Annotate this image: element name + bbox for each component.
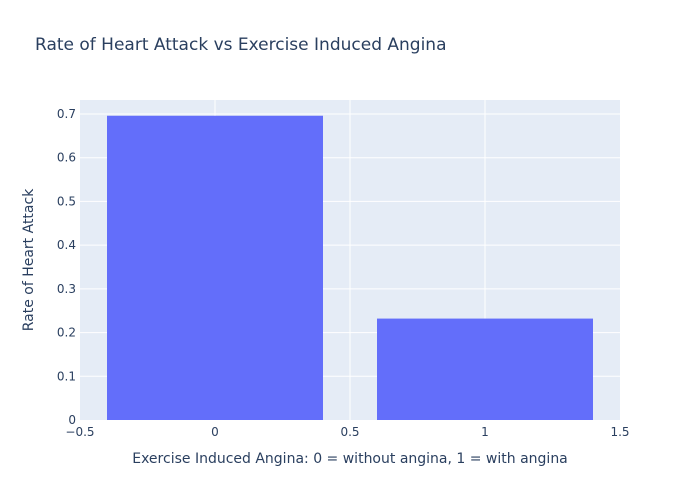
- x-tick-label: 0.5: [340, 425, 359, 439]
- bar-0[interactable]: [107, 115, 323, 421]
- y-tick-label: 0: [68, 413, 76, 427]
- chart-title: Rate of Heart Attack vs Exercise Induced…: [35, 35, 447, 55]
- y-axis-label: Rate of Heart Attack: [21, 188, 37, 331]
- y-tick-label: 0.2: [57, 326, 76, 340]
- bar-1[interactable]: [377, 318, 593, 420]
- y-tick-label: 0.3: [57, 282, 76, 296]
- x-tick-label: 1: [481, 425, 489, 439]
- y-tick-label: 0.6: [57, 151, 76, 165]
- y-tick-label: 0.5: [57, 194, 76, 208]
- x-tick-label: 1.5: [610, 425, 629, 439]
- x-axis-label: Exercise Induced Angina: 0 = without ang…: [132, 451, 568, 467]
- y-tick-label: 0.1: [57, 369, 76, 383]
- x-axis-ticks: −0.5 0 0.5 1 1.5: [65, 425, 629, 439]
- x-tick-label: −0.5: [65, 425, 94, 439]
- y-tick-label: 0.4: [57, 238, 76, 252]
- y-tick-label: 0.7: [57, 107, 76, 121]
- bars: [107, 115, 593, 421]
- x-tick-label: 0: [211, 425, 219, 439]
- y-axis-ticks: 0 0.1 0.2 0.3 0.4 0.5 0.6 0.7: [57, 107, 76, 427]
